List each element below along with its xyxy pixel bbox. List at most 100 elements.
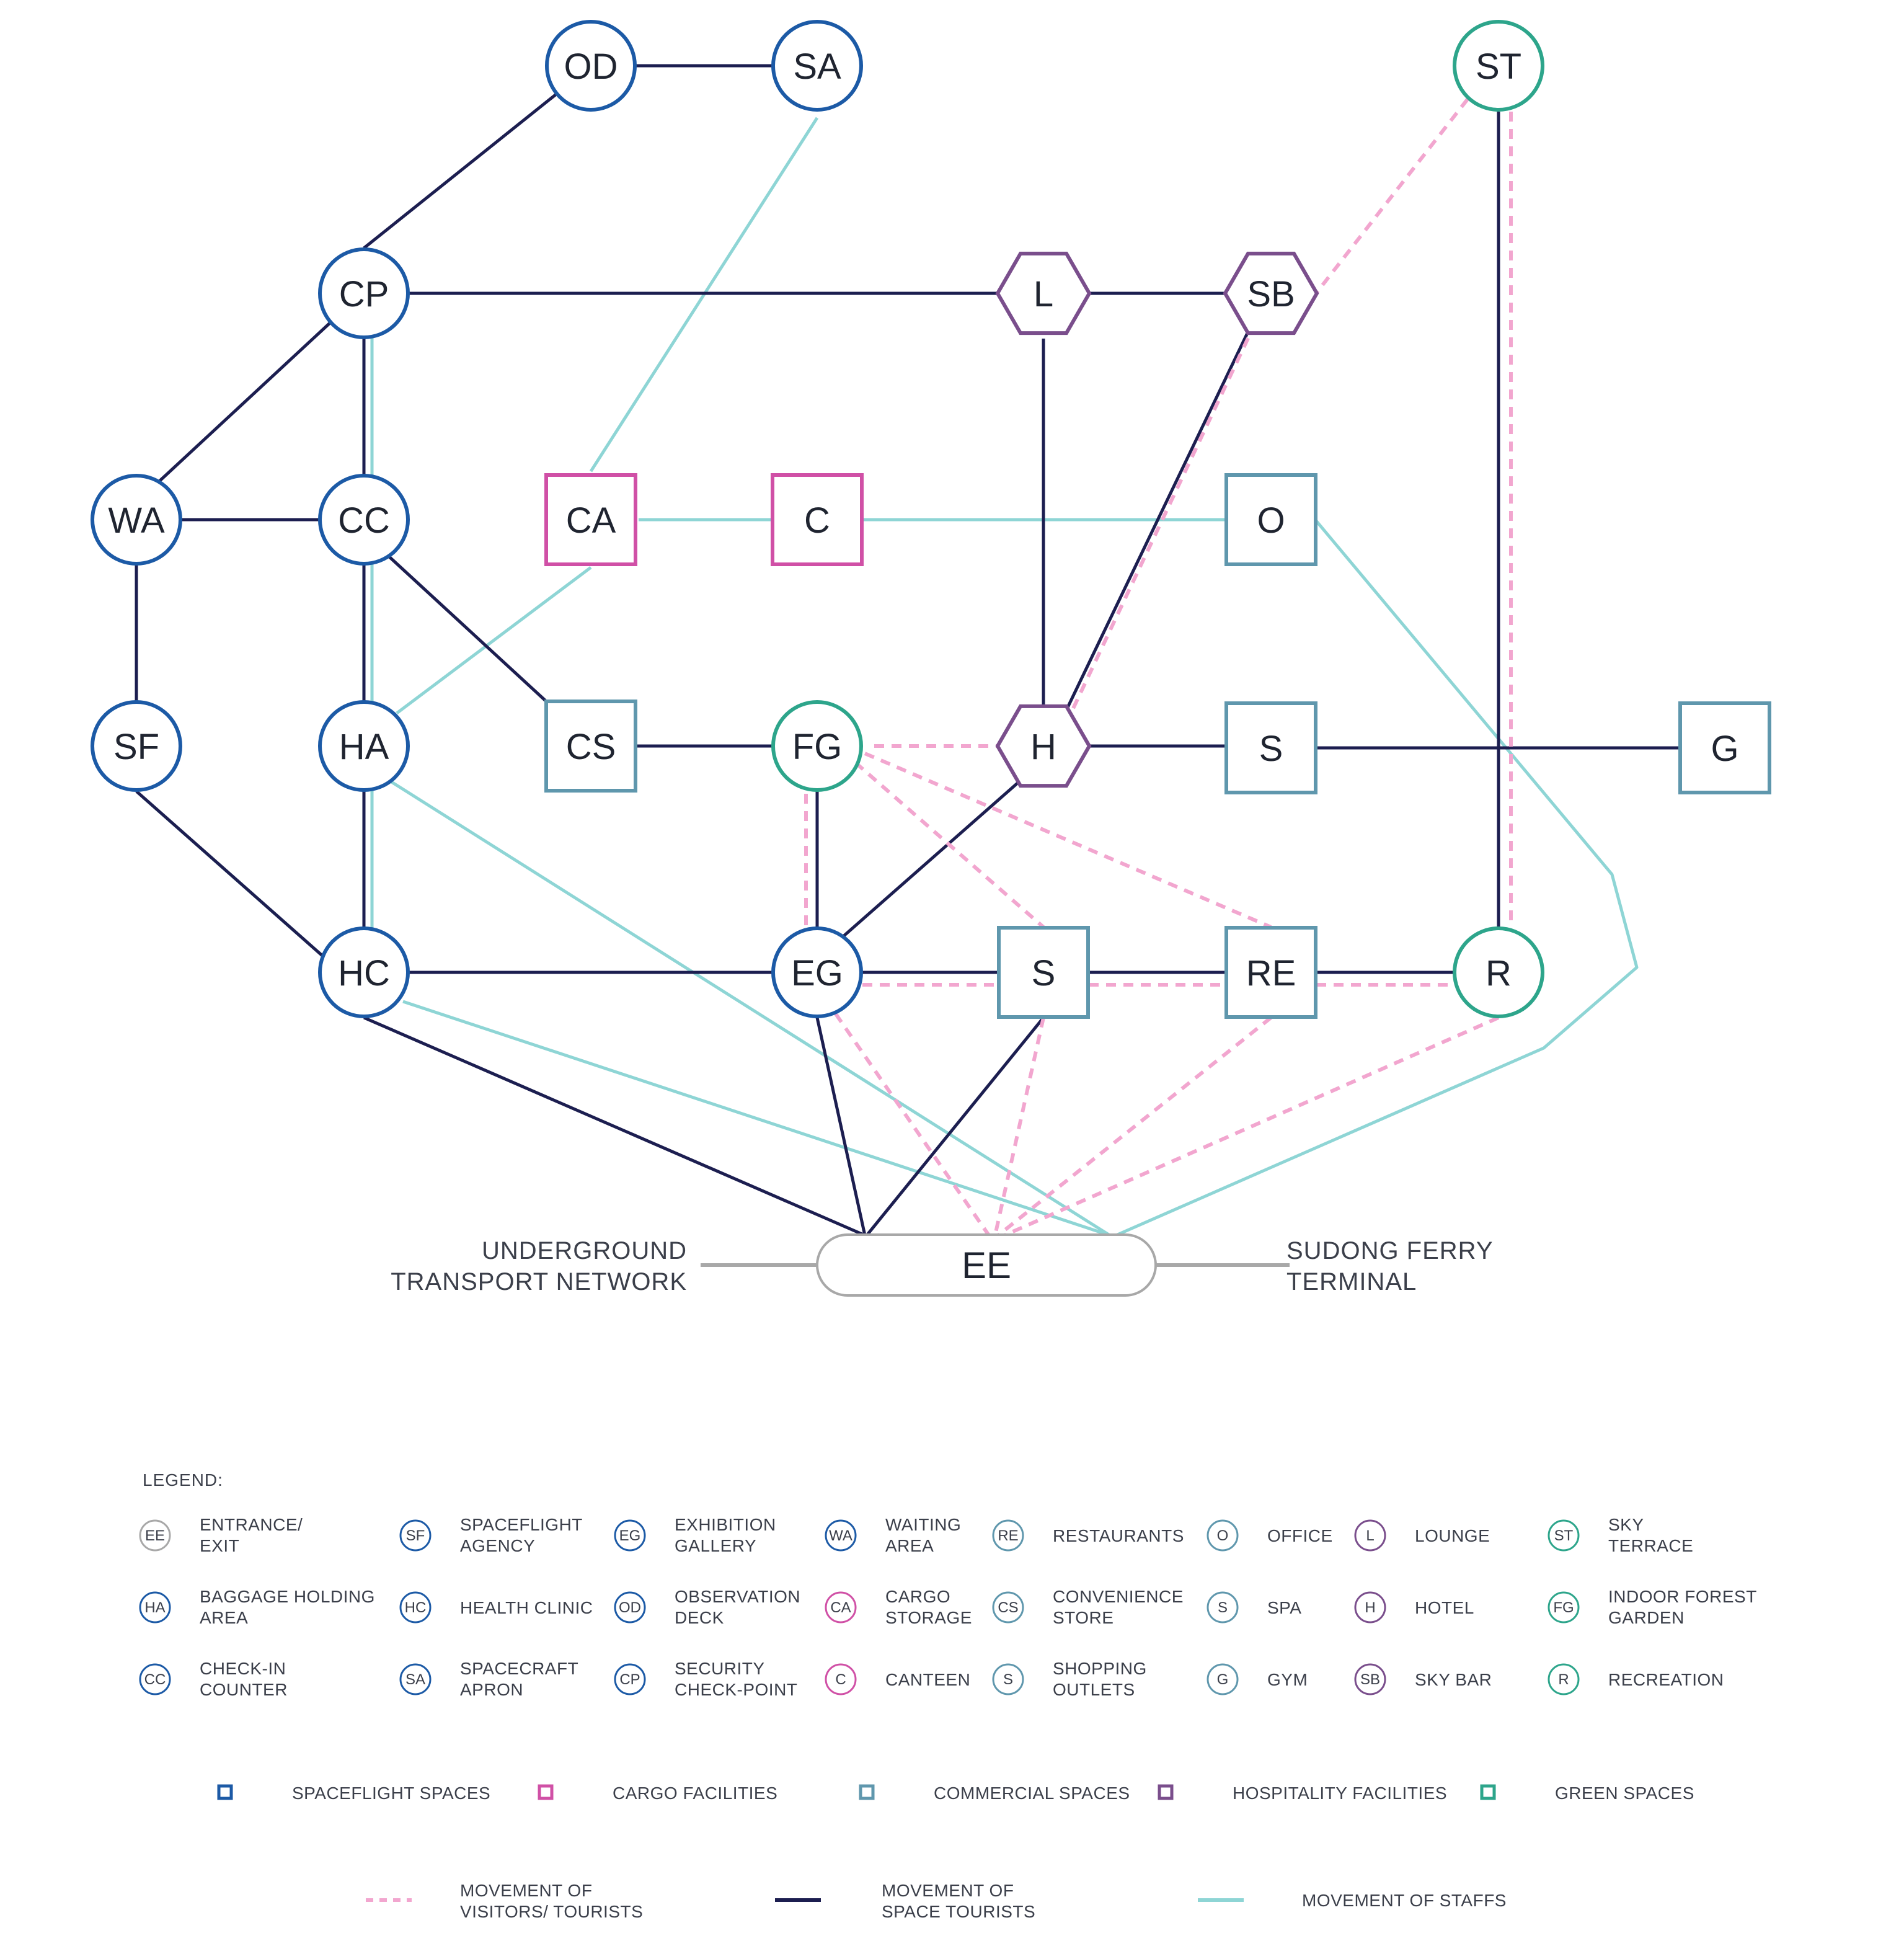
legend-item-label: SHOPPING — [1053, 1659, 1147, 1678]
staff-line-ha-ee — [389, 780, 1111, 1237]
node-label: ST — [1476, 47, 1521, 87]
node-hc: HC — [318, 926, 410, 1018]
node-label: CA — [566, 500, 616, 541]
legend-symbol — [1548, 1591, 1580, 1624]
entrance-exit-group: EE UNDERGROUND TRANSPORT NETWORK SUDONG FER… — [391, 1233, 1494, 1297]
legend-item-label: EXHIBITION — [675, 1515, 776, 1534]
node-shape-hexagon — [995, 704, 1092, 788]
node-shape-hexagon — [995, 251, 1092, 335]
legend-abbr: O — [1217, 1527, 1229, 1544]
node-label: H — [1030, 727, 1056, 767]
legend-item-ee: EE ENTRANCE/EXIT — [139, 1515, 303, 1555]
legend-item-label: WAITING — [885, 1515, 961, 1534]
legend-symbol — [1207, 1519, 1239, 1552]
legend-item-label: AGENCY — [460, 1536, 535, 1555]
node-shape-circle — [91, 700, 182, 792]
legend-abbr: ST — [1554, 1527, 1574, 1544]
legend-item-cc: CC CHECK-IN COUNTER — [139, 1659, 288, 1699]
category-commercial: COMMERCIAL SPACES — [859, 1784, 1130, 1803]
legend-symbol — [139, 1591, 171, 1624]
space-line-sf-hc — [135, 790, 330, 962]
legend-abbr: C — [835, 1671, 846, 1688]
legend-item-wa: WA WAITING AREA — [825, 1515, 961, 1555]
category-swatch — [859, 1784, 875, 1800]
node-shape-square — [1224, 701, 1317, 794]
space-line-cp-wa — [159, 321, 332, 482]
staff-line-ca-ha — [396, 566, 592, 714]
node-label: G — [1711, 729, 1738, 769]
legend-item-label: SPA — [1267, 1598, 1301, 1617]
node-ca: CA — [544, 473, 637, 566]
legend-item-label: CONVENIENCE — [1053, 1587, 1184, 1606]
node-cp: CP — [318, 247, 410, 339]
node-shape-hexagon — [1223, 251, 1319, 335]
legend-item-label: COUNTER — [200, 1680, 288, 1699]
legend-item-label: INDOOR FOREST — [1608, 1587, 1757, 1606]
legend-symbol — [992, 1519, 1024, 1552]
legend-symbol — [1354, 1519, 1386, 1552]
legend-symbol — [614, 1519, 646, 1552]
legend-abbr: WA — [829, 1527, 852, 1544]
legend-item-l: L LOUNGE — [1354, 1519, 1490, 1552]
legend-item-c: C CANTEEN — [825, 1663, 970, 1695]
node-fg: FG — [771, 700, 863, 792]
legend-symbol — [825, 1519, 857, 1552]
node-shape-square — [1678, 701, 1771, 794]
node-g: G — [1678, 701, 1771, 794]
movement-key-visitor: MOVEMENT OF VISITORS/ TOURISTS — [366, 1881, 643, 1921]
category-swatch — [1158, 1784, 1174, 1800]
legend-abbr: EE — [145, 1527, 165, 1544]
legend-item-cs: CS CONVENIENCE STORE — [992, 1587, 1184, 1627]
movement-key-staff: MOVEMENT OF STAFFS — [1198, 1891, 1506, 1910]
legend-item-r: R RECREATION — [1548, 1663, 1724, 1695]
legend-symbol — [1548, 1519, 1580, 1552]
legend-item-label: OFFICE — [1267, 1526, 1333, 1545]
legend-item-g: G GYM — [1207, 1663, 1308, 1695]
node-shape-square — [1224, 473, 1317, 566]
legend-abbr: H — [1365, 1599, 1375, 1616]
node-label: FG — [792, 727, 843, 767]
legend-item-label: DECK — [675, 1608, 724, 1627]
legend-item-sb: SB SKY BAR — [1354, 1663, 1492, 1695]
category-label: GREEN SPACES — [1555, 1784, 1694, 1803]
visitor-line-so-ee — [993, 1017, 1045, 1236]
legend-abbr: S — [1218, 1599, 1228, 1616]
legend-item-od: OD OBSERVATION DECK — [614, 1587, 800, 1627]
legend-abbr: EG — [619, 1527, 641, 1544]
underground-transport-label: TRANSPORT NETWORK — [391, 1268, 687, 1295]
node-label: SA — [793, 47, 841, 87]
legend-item-hc: HC HEALTH CLINIC — [399, 1591, 593, 1624]
node-shape-square — [544, 473, 637, 566]
ee-node — [816, 1233, 1157, 1297]
node-shape-circle — [318, 926, 410, 1018]
legend-abbr: SB — [1360, 1671, 1380, 1688]
legend-item-label: STORE — [1053, 1608, 1114, 1627]
node-label: RE — [1246, 953, 1296, 993]
legend-symbol — [1548, 1663, 1580, 1695]
legend-item-label: HOTEL — [1415, 1598, 1474, 1617]
legend-abbr: CP — [619, 1671, 640, 1688]
node-o: O — [1224, 473, 1317, 566]
node-label: SF — [113, 727, 159, 767]
movement-lines — [135, 64, 1680, 1237]
legend-item-cp: CP SECURITY CHECK-POINT — [614, 1659, 797, 1699]
legend-item-label: AREA — [200, 1608, 248, 1627]
node-shape-square — [1224, 926, 1317, 1019]
movement-key-label: MOVEMENT OF — [882, 1881, 1014, 1900]
space-line-hc-ee — [363, 1016, 866, 1237]
node-cs: CS — [544, 700, 637, 793]
node-label: HC — [338, 953, 390, 993]
legend-item-label: ENTRANCE/ — [200, 1515, 303, 1534]
node-label: O — [1257, 500, 1285, 541]
legend-abbr: CS — [998, 1599, 1018, 1616]
category-label: SPACEFLIGHT SPACES — [292, 1784, 490, 1803]
category-swatch — [538, 1784, 554, 1800]
node-spa: S — [1224, 701, 1317, 794]
legend-symbol — [399, 1663, 432, 1695]
space-line-eg-ee — [815, 1017, 867, 1236]
legend-title: LEGEND: — [143, 1470, 223, 1490]
legend-abbr: HC — [405, 1599, 427, 1616]
legend-symbol — [992, 1663, 1024, 1695]
sudong-ferry-label: SUDONG FERRY — [1286, 1237, 1494, 1264]
